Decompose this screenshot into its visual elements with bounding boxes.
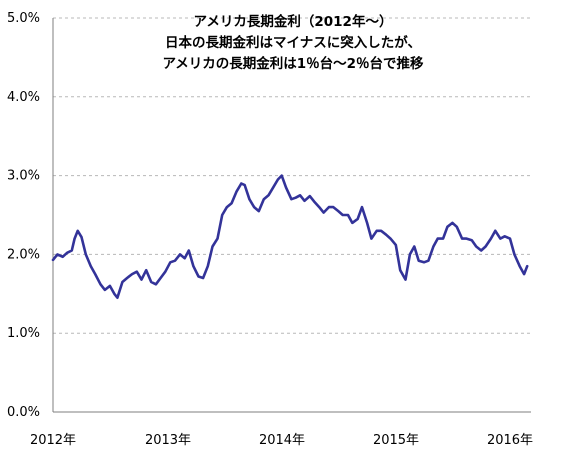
x-tick-label: 2013年 — [145, 433, 191, 448]
title-line: 日本の長期金利はマイナスに突入したが、 — [165, 34, 421, 51]
y-tick-label: 4.0% — [7, 90, 40, 105]
y-tick-label: 0.0% — [7, 405, 40, 420]
x-tick-label: 2014年 — [259, 433, 305, 448]
x-tick-label: 2015年 — [373, 433, 419, 448]
series-line — [51, 174, 529, 299]
title-line: アメリカの長期金利は1％台～2％台で推移 — [162, 55, 424, 72]
y-tick-label: 3.0% — [7, 169, 40, 184]
x-tick-label: 2012年 — [30, 433, 76, 448]
x-tick-labels: 2012年 2013年 2014年 2015年 2016年 — [30, 433, 533, 448]
gridlines — [53, 17, 531, 334]
chart-title: アメリカ長期金利（2012年～） 日本の長期金利はマイナスに突入したが、 アメリ… — [162, 13, 424, 72]
y-tick-label: 1.0% — [7, 326, 40, 341]
y-tick-labels: 0.0% 1.0% 2.0% 3.0% 4.0% 5.0% — [7, 11, 40, 420]
title-line: アメリカ長期金利（2012年～） — [194, 13, 393, 30]
y-tick-label: 2.0% — [7, 247, 40, 262]
axes — [52, 18, 531, 413]
y-tick-label: 5.0% — [7, 11, 40, 26]
x-tick-label: 2016年 — [487, 433, 533, 448]
